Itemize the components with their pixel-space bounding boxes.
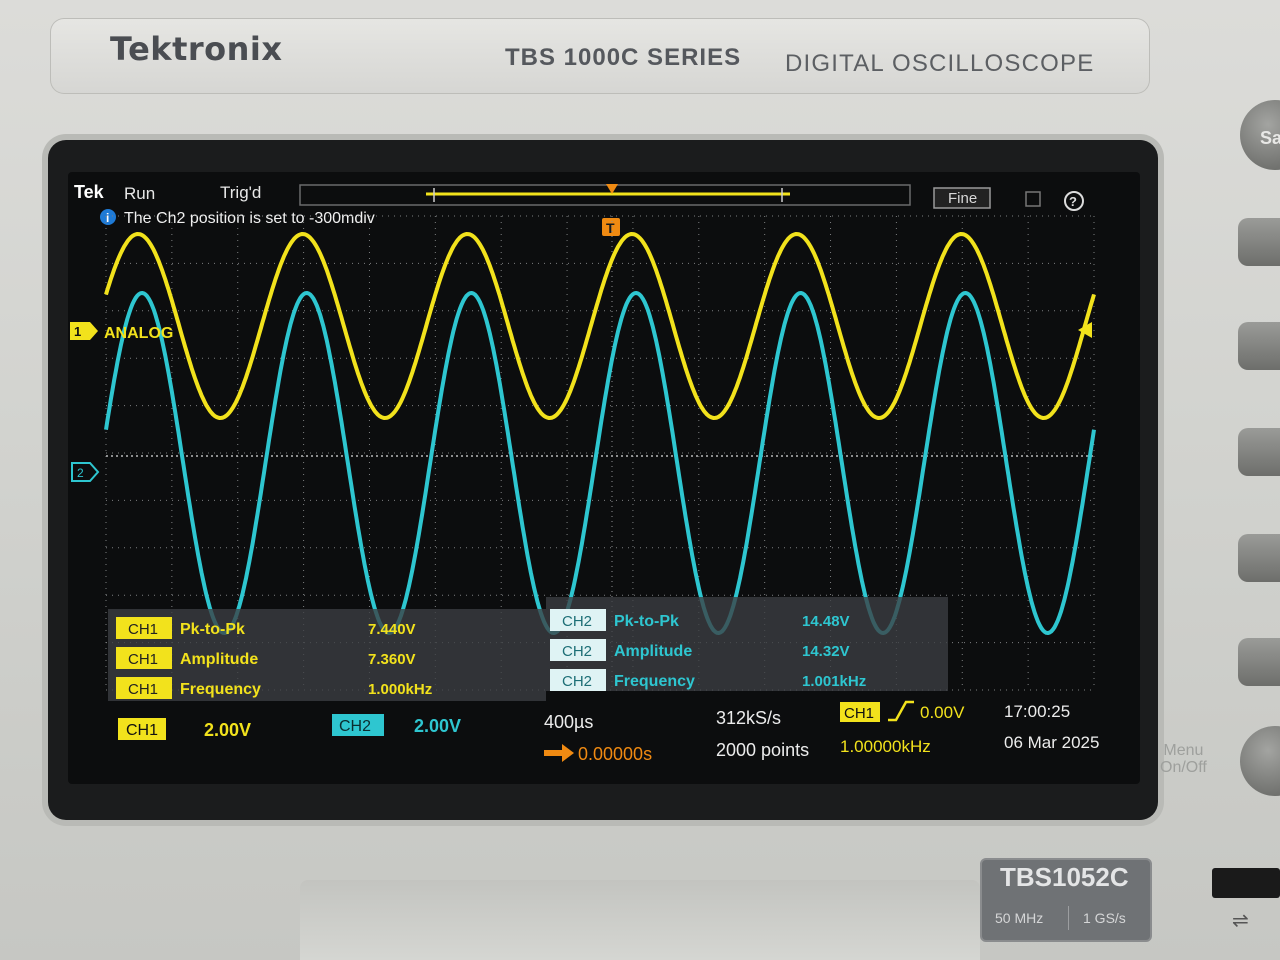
- trigger-position-marker[interactable]: [602, 218, 620, 236]
- sample-rate: 312kS/s: [716, 708, 781, 728]
- rising-edge-icon: [888, 700, 914, 722]
- ch2-vertical-scale: 2.00V: [414, 716, 461, 736]
- measurement-channel-label: CH1: [128, 621, 158, 638]
- measurement-value: 7.440V: [368, 621, 416, 638]
- svg-text:i: i: [106, 211, 109, 225]
- ch2-waveform: [104, 291, 1096, 635]
- trigger-frequency: 1.00000kHz: [840, 737, 931, 756]
- measurement-value: 7.360V: [368, 651, 416, 668]
- measurement-name: Frequency: [180, 681, 261, 698]
- help-label: ?: [1069, 194, 1077, 209]
- ch1-analog-label: ANALOG: [104, 325, 173, 342]
- side-key-1[interactable]: [1238, 218, 1280, 266]
- brand-logo: Tektronix: [110, 30, 283, 68]
- ch1-measurement-panel: [108, 609, 546, 701]
- side-key-4[interactable]: [1238, 534, 1280, 582]
- info-icon: [100, 209, 116, 225]
- measurement-channel-tag: [550, 669, 606, 691]
- series-label: TBS 1000C SERIES: [505, 44, 742, 71]
- record-trigger-position-icon: [606, 184, 618, 194]
- ch2-measurement-panel: [546, 597, 948, 691]
- trigger-source-tag[interactable]: [840, 702, 880, 722]
- measurement-channel-tag: [116, 647, 172, 669]
- ch1-waveform: [104, 232, 1096, 420]
- measurement-channel-label: CH2: [562, 673, 592, 690]
- trigger-level: 0.00V: [920, 703, 965, 722]
- timebase-value: 400µs: [544, 712, 593, 732]
- measurement-channel-tag: [550, 609, 606, 631]
- ch1-scale-tag-label: CH1: [126, 722, 158, 739]
- clock-date: 06 Mar 2025: [1004, 733, 1099, 752]
- save-button-label: Sa: [1260, 128, 1280, 148]
- measurement-name: Pk-to-Pk: [180, 621, 245, 638]
- measurement-channel-label: CH2: [562, 613, 592, 630]
- trigger-source-label: CH1: [844, 705, 874, 722]
- horizontal-position-icon: [544, 744, 574, 762]
- measurement-name: Amplitude: [180, 651, 258, 668]
- ch2-scale-tag-label: CH2: [339, 718, 371, 735]
- notification-text: The Ch2 position is set to -300mdiv: [124, 210, 375, 227]
- ch1-vertical-scale: 2.00V: [204, 720, 251, 740]
- measurement-channel-tag: [116, 617, 172, 639]
- usb-port[interactable]: [1212, 868, 1280, 898]
- measurement-name: Amplitude: [614, 643, 692, 660]
- trigger-level-marker[interactable]: [1078, 322, 1092, 338]
- scope-display: Tek Run Trig'd Fine ? i The Ch2 position…: [70, 182, 1099, 764]
- horizontal-position: 0.00000s: [578, 744, 652, 764]
- brand-plate: [50, 18, 1150, 94]
- measurement-channel-label: CH1: [128, 681, 158, 698]
- fine-label: Fine: [948, 190, 977, 207]
- measurement-channel-tag: [550, 639, 606, 661]
- measurement-value: 14.48V: [802, 613, 850, 630]
- model-name: TBS1052C: [1000, 862, 1129, 892]
- measurement-name: Pk-to-Pk: [614, 613, 679, 630]
- measurement-value: 1.001kHz: [802, 673, 866, 690]
- fine-button[interactable]: [933, 187, 991, 209]
- usb-icon: ⇌: [1232, 910, 1249, 932]
- record-view-bar[interactable]: [299, 184, 911, 206]
- ch2-ground-marker[interactable]: [71, 462, 100, 482]
- measurement-name: Frequency: [614, 673, 695, 690]
- ch2-marker-number: 2: [77, 466, 84, 480]
- measurement-channel-tag: [116, 677, 172, 699]
- ch1-scale-tag[interactable]: [118, 718, 166, 740]
- ch2-scale-tag[interactable]: [332, 714, 384, 736]
- ch1-marker-number: 1: [74, 324, 81, 339]
- trigger-state: Trig'd: [220, 183, 261, 202]
- side-key-3[interactable]: [1238, 428, 1280, 476]
- menu-on-off-label: Menu On/Off: [1160, 742, 1207, 776]
- lower-panel: [300, 880, 980, 960]
- side-key-5[interactable]: [1238, 638, 1280, 686]
- usb-status-icon: [1025, 191, 1041, 207]
- sample-rate-spec: 1 GS/s: [1083, 910, 1126, 926]
- side-key-2[interactable]: [1238, 322, 1280, 370]
- clock-time: 17:00:25: [1004, 702, 1070, 721]
- ch1-ground-marker[interactable]: [70, 322, 98, 340]
- run-state: Run: [124, 184, 155, 203]
- tek-logo: Tek: [74, 182, 105, 202]
- measurement-value: 1.000kHz: [368, 681, 432, 698]
- measurement-channel-label: CH1: [128, 651, 158, 668]
- model-plate: [980, 858, 1152, 942]
- spec-divider: [1068, 906, 1069, 930]
- display-screen: Tek Run Trig'd Fine ? i The Ch2 position…: [68, 172, 1140, 784]
- device-description: DIGITAL OSCILLOSCOPE: [785, 50, 1095, 77]
- record-length: 2000 points: [716, 740, 809, 760]
- measurement-channel-label: CH2: [562, 643, 592, 660]
- measurement-value: 14.32V: [802, 643, 850, 660]
- trigger-marker-label: T: [606, 220, 615, 236]
- bandwidth-spec: 50 MHz: [995, 910, 1044, 926]
- help-icon[interactable]: [1064, 191, 1084, 211]
